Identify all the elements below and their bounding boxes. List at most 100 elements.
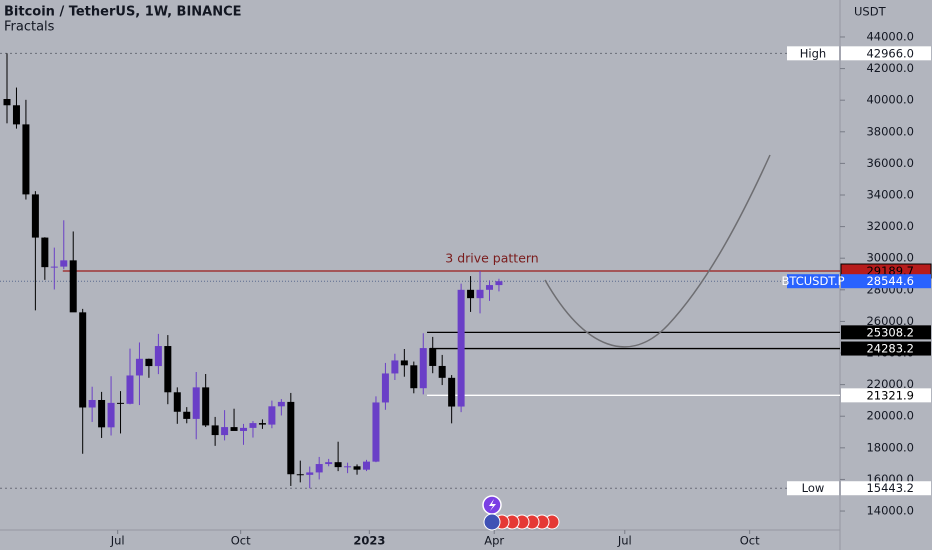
candle-body [334, 462, 342, 468]
candle-body [391, 360, 399, 374]
candle-body [202, 387, 210, 426]
candle-body [249, 423, 257, 428]
indicator-name: Fractals [4, 20, 55, 35]
candle-body [192, 387, 200, 419]
price-tag-name: BTCUSDT.P [781, 274, 844, 288]
price-tag-name-box [787, 274, 839, 289]
price-tag-name: High [800, 46, 826, 60]
candle-body [381, 373, 389, 403]
y-tick-label: 20000.0 [866, 409, 914, 423]
event-icon-glyph [489, 499, 496, 511]
event-flag[interactable] [483, 513, 501, 531]
x-tick-label: Oct [231, 534, 251, 548]
price-tag-name-box [787, 46, 839, 61]
price-tag-name-box [787, 481, 839, 496]
candle-body [277, 401, 285, 407]
candle-body [410, 365, 418, 389]
price-tag [841, 325, 931, 340]
candle-body [31, 194, 39, 238]
projection-curve [544, 154, 771, 348]
candle-body [372, 402, 380, 462]
candle-body [79, 312, 87, 408]
economic-events[interactable] [483, 513, 560, 531]
y-tick-label: 18000.0 [866, 440, 914, 454]
y-tick-label: 30000.0 [866, 251, 914, 265]
candle-body [230, 427, 238, 431]
candle-body [60, 260, 68, 267]
y-tick-label: 32000.0 [866, 219, 914, 233]
x-tick-label: 2023 [353, 534, 385, 548]
candle-body [107, 402, 115, 428]
candle-body [50, 266, 58, 268]
price-tag [841, 341, 931, 356]
price-tag-label: 15443.2 [866, 481, 914, 495]
x-tick-label: Jul [110, 534, 125, 548]
candle-body [315, 464, 323, 473]
price-tag-label: 28544.6 [866, 274, 914, 288]
candle-body [306, 472, 314, 475]
y-tick-label: 36000.0 [866, 156, 914, 170]
price-tag-label: 24283.2 [866, 342, 914, 356]
candle-body [240, 427, 248, 431]
pattern-label: 3 drive pattern [445, 251, 538, 266]
candle-body [448, 377, 456, 407]
candle-body [117, 402, 125, 404]
candle-body [485, 285, 493, 290]
y-tick-label: 22000.0 [866, 377, 914, 391]
y-tick-label: 38000.0 [866, 124, 914, 138]
x-tick-label: Apr [484, 534, 504, 548]
y-tick-label: 42000.0 [866, 61, 914, 75]
candle-body [3, 98, 11, 106]
candle-body [135, 358, 143, 376]
y-tick-label: 44000.0 [866, 29, 914, 43]
candle-body [69, 260, 77, 313]
candle-body [287, 401, 295, 475]
candle-body [325, 462, 333, 465]
candle-body [429, 348, 437, 366]
candle-body [353, 466, 361, 470]
candle-body [296, 474, 304, 476]
price-tag-label: 25308.2 [866, 325, 914, 339]
candle-body [12, 105, 20, 125]
candle-body [419, 348, 427, 389]
candle-body [173, 392, 181, 412]
price-tag-name: Low [802, 481, 825, 495]
candle-body [363, 461, 371, 470]
candle-body [183, 411, 191, 419]
chart-title: Bitcoin / TetherUS, 1W, BINANCE [4, 5, 242, 20]
price-tag [841, 388, 931, 403]
candle-body [41, 237, 49, 268]
candle-body [457, 289, 465, 407]
candle-body [98, 399, 106, 428]
y-tick-label: 14000.0 [866, 504, 914, 518]
y-tick-label: 34000.0 [866, 187, 914, 201]
candle-body [495, 281, 503, 286]
x-tick-label: Jul [617, 534, 632, 548]
price-tag [841, 46, 931, 61]
candle-body [22, 124, 30, 195]
candle-body [268, 406, 276, 425]
price-tag-label: 42966.0 [866, 46, 914, 60]
y-tick-label: 40000.0 [866, 93, 914, 107]
candle-body [211, 425, 219, 436]
candle-body [476, 289, 484, 299]
candle-body [221, 427, 229, 436]
candle-body [154, 346, 162, 367]
candle-body [126, 375, 134, 404]
candle-body [438, 365, 446, 378]
plot [0, 52, 840, 489]
candle-body [88, 399, 96, 408]
candle-body [467, 289, 475, 299]
y-tick-label: 26000.0 [866, 314, 914, 328]
candle-body [258, 423, 266, 425]
candle-body [344, 466, 352, 468]
x-tick-label: Oct [740, 534, 760, 548]
candle-body [145, 358, 153, 367]
candle-body [400, 360, 408, 366]
currency: USDT [854, 5, 887, 19]
price-tag-label: 21321.9 [866, 388, 914, 402]
candle-body [164, 346, 172, 393]
price-tag [841, 274, 931, 289]
